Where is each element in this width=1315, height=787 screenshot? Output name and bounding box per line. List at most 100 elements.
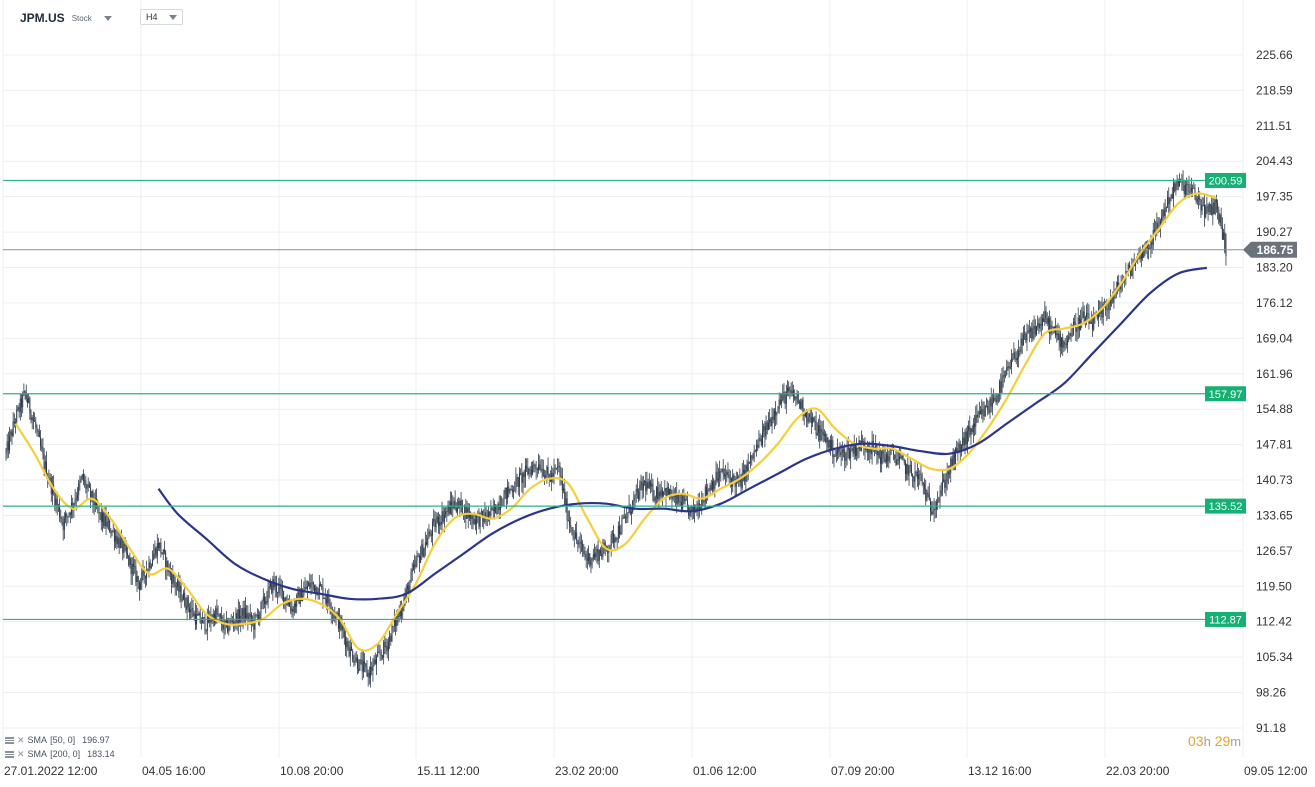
- candle-body: [420, 555, 422, 563]
- chevron-down-icon[interactable]: [169, 14, 177, 20]
- candle-body: [625, 516, 626, 518]
- candle-body: [896, 459, 898, 465]
- candle-body: [435, 521, 437, 528]
- candle-body: [310, 582, 312, 588]
- candle-body: [823, 434, 825, 436]
- candle-body: [839, 451, 841, 456]
- candle-body: [377, 651, 379, 657]
- candle-body: [157, 543, 159, 549]
- candle-body: [635, 488, 637, 495]
- candle-body: [1153, 229, 1155, 232]
- candle-body: [340, 616, 342, 630]
- candle-body: [1032, 329, 1034, 339]
- candle-body: [1209, 204, 1211, 206]
- candle-body: [551, 472, 553, 482]
- candle-body: [901, 455, 903, 459]
- candle-body: [259, 613, 261, 621]
- candle-body: [796, 394, 798, 397]
- candle-body: [899, 456, 901, 461]
- candle-body: [49, 477, 51, 482]
- candle-body: [275, 582, 277, 593]
- candle-body: [599, 550, 601, 554]
- candle-body: [747, 462, 749, 472]
- candle-body: [648, 481, 650, 489]
- settings-bars-icon[interactable]: [5, 750, 14, 758]
- candle-body: [814, 420, 816, 422]
- candle-body: [479, 512, 481, 527]
- candle-body: [597, 548, 599, 562]
- chevron-down-icon[interactable]: [103, 15, 112, 21]
- candle-body: [577, 540, 579, 545]
- legend-sma-50[interactable]: ✕ SMA [50, 0] 196.97: [5, 733, 115, 747]
- candle-body: [1010, 358, 1012, 367]
- candle-body: [641, 481, 643, 491]
- settings-bars-icon[interactable]: [5, 736, 14, 744]
- close-icon[interactable]: ✕: [17, 748, 25, 759]
- timeframe-select[interactable]: H4: [140, 9, 183, 25]
- candle-body: [24, 391, 26, 393]
- legend-sma-200[interactable]: ✕ SMA [200, 0] 183.14: [5, 747, 115, 761]
- candle-body: [59, 505, 61, 518]
- close-icon[interactable]: ✕: [17, 734, 25, 745]
- candle-body: [1055, 326, 1057, 336]
- level-label: 157.97: [1209, 389, 1243, 401]
- candle-body: [783, 392, 785, 394]
- candle-body: [806, 411, 808, 418]
- candle-body: [669, 488, 671, 495]
- candle-body: [171, 574, 173, 584]
- candle-body: [797, 394, 799, 404]
- candle-body: [262, 596, 264, 601]
- candle-body: [509, 488, 511, 493]
- candle-body: [962, 437, 964, 446]
- candle-body: [530, 469, 532, 475]
- candle-body: [225, 619, 227, 625]
- candle-body: [987, 406, 989, 411]
- candle-body: [1107, 309, 1109, 311]
- candle-body: [782, 392, 784, 401]
- candle-body: [106, 521, 108, 527]
- candle-body: [564, 488, 566, 505]
- candle-body: [457, 508, 459, 512]
- candle-body: [945, 482, 947, 488]
- candle-body: [644, 481, 646, 484]
- candle-countdown: 03h 29m: [1188, 733, 1241, 749]
- symbol-selector[interactable]: JPM.US Stock: [20, 9, 112, 27]
- candle-body: [315, 586, 317, 592]
- candle-body: [595, 552, 597, 558]
- candle-body: [44, 461, 46, 469]
- candle-body: [732, 475, 734, 487]
- candle-body: [527, 468, 529, 475]
- candle-body: [233, 622, 235, 624]
- candle-body: [968, 425, 970, 431]
- candle-body: [622, 518, 624, 520]
- candle-body: [314, 584, 316, 592]
- support-resistance-levels[interactable]: 200.59 157.97 135.52 112.87 186.75: [3, 172, 1297, 627]
- candle-body: [1165, 207, 1167, 209]
- candle-body: [566, 498, 568, 521]
- candle-body: [1108, 304, 1110, 310]
- candle-body: [1150, 242, 1152, 249]
- candle-body: [482, 511, 484, 517]
- candle-body: [406, 585, 408, 590]
- candle-body: [252, 620, 254, 622]
- candle-body: [478, 513, 480, 527]
- candle-body: [972, 423, 974, 432]
- candle-body: [803, 414, 805, 417]
- candle-body: [918, 474, 920, 480]
- candle-body: [546, 466, 548, 476]
- candle-body: [390, 635, 392, 642]
- symbol-name: JPM.US: [20, 11, 65, 25]
- candle-body: [208, 614, 210, 623]
- candle-body: [764, 425, 766, 437]
- candle-body: [585, 554, 587, 559]
- candle-body: [353, 660, 355, 663]
- candle-body: [598, 550, 600, 562]
- candle-body: [461, 500, 463, 515]
- candle-body: [1000, 381, 1002, 393]
- candle-body: [1205, 206, 1207, 218]
- candle-body: [258, 615, 260, 621]
- sma-params: [200, 0]: [50, 749, 81, 759]
- candle-body: [231, 620, 233, 623]
- candle-body: [767, 422, 769, 430]
